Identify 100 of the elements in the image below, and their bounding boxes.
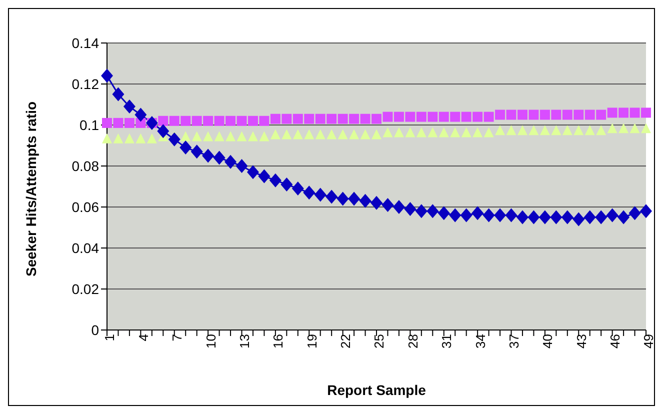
point [326,190,338,204]
x-tick-label: 28 [405,334,420,348]
point [382,198,394,212]
point [214,131,224,142]
y-tick-label: 0.12 [72,76,100,92]
point [282,114,292,124]
point [315,114,326,124]
y-tick-label: 0.08 [72,158,100,174]
point [461,127,472,138]
point [338,129,348,140]
point [292,114,303,124]
point [640,204,652,218]
point [641,123,651,134]
point [484,127,494,138]
point [123,100,136,114]
point [180,116,191,126]
point [124,118,134,128]
point [596,110,606,120]
x-tick-label: 34 [472,334,488,348]
point [203,131,214,142]
x-tick-label: 1 [102,334,118,342]
point [484,112,494,122]
point [349,114,360,124]
point [213,150,226,165]
point [113,118,124,128]
point [392,200,405,214]
x-tick-label: 4 [136,334,151,342]
point [438,127,449,138]
point [226,116,236,126]
point [405,127,416,138]
point [428,112,438,122]
point [336,192,349,206]
point [516,210,528,224]
point [192,131,202,142]
x-tick-label: 16 [270,334,286,348]
point [248,116,258,126]
x-tick-label: 37 [506,334,522,348]
point [416,112,426,122]
point [416,127,426,138]
point [628,206,641,220]
point [190,144,203,159]
point [338,114,348,124]
point [158,116,168,126]
x-tick-label: 40 [540,334,556,348]
point [112,87,124,102]
point [461,112,472,122]
point [382,112,393,122]
point [482,208,495,222]
point [584,125,595,136]
point [348,192,360,206]
point [258,169,270,184]
point [428,127,438,138]
point [349,129,360,140]
point [394,112,404,122]
point [146,133,157,144]
point [314,188,326,202]
point [551,125,562,136]
point [561,210,574,224]
point [270,129,280,140]
point [574,125,584,136]
point [450,112,460,122]
point [248,131,258,142]
point [517,110,528,120]
point [472,127,483,138]
point [102,133,112,144]
x-tick-label: 7 [170,334,185,342]
point [607,108,618,118]
x-tick-label: 19 [304,334,320,348]
point [359,194,372,208]
point [607,123,618,134]
point [618,210,630,224]
point [226,131,236,142]
point [157,124,170,138]
point [618,123,629,134]
point [101,68,113,83]
point [282,129,292,140]
point [528,210,540,224]
point [246,165,259,180]
point [506,125,516,136]
point [180,140,192,155]
point [236,159,248,173]
point [495,110,506,120]
y-tick-label: 0 [91,322,100,338]
point [540,110,550,120]
y-tick-label: 0.1 [80,116,100,133]
point [574,110,584,120]
point [214,116,224,126]
x-tick-label: 31 [439,334,454,348]
point [405,112,416,122]
point [360,114,370,124]
point [360,129,370,140]
point [315,129,326,140]
point [303,186,316,200]
point [180,131,191,142]
point [224,154,237,169]
point [517,125,528,136]
point [203,116,214,126]
point [304,114,314,124]
y-tick-label: 0.06 [72,198,100,215]
point [372,114,382,124]
